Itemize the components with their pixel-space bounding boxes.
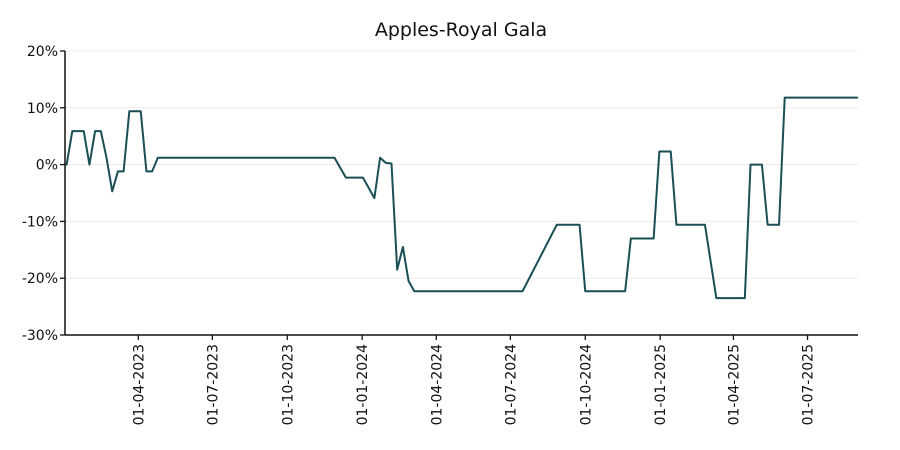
- series-layer: [65, 96, 859, 300]
- x-tick-label: 01-10-2024: [578, 344, 594, 425]
- x-tick-label: 01-10-2023: [280, 344, 296, 425]
- y-tick-label: -20%: [22, 271, 58, 287]
- x-tick-label: 01-07-2023: [205, 344, 221, 425]
- x-tick-label: 01-04-2023: [131, 344, 147, 425]
- y-tick-label: -10%: [22, 214, 58, 230]
- axes: [64, 51, 858, 336]
- x-tick-label: 01-07-2025: [801, 344, 817, 425]
- x-tick-label: 01-04-2024: [429, 344, 445, 425]
- y-tick-label: 20%: [27, 44, 58, 60]
- x-tick-label: 01-01-2024: [355, 344, 371, 425]
- x-tick-label: 01-07-2024: [503, 344, 519, 425]
- gridlines: [65, 50, 858, 279]
- y-tick-label: -30%: [22, 328, 58, 344]
- x-tick-label: 01-04-2025: [726, 344, 742, 425]
- y-axis-ticks: 20% 10% 0% -10% -20% -30%: [22, 44, 65, 344]
- x-tick-label: 01-01-2025: [653, 344, 669, 425]
- series-line: [65, 96, 859, 300]
- chart-title: Apples-Royal Gala: [375, 19, 547, 41]
- x-axis-ticks: 01-04-2023 01-07-2023 01-10-2023 01-01-2024…: [131, 335, 817, 425]
- y-tick-label: 10%: [27, 101, 58, 117]
- y-tick-label: 0%: [36, 158, 58, 174]
